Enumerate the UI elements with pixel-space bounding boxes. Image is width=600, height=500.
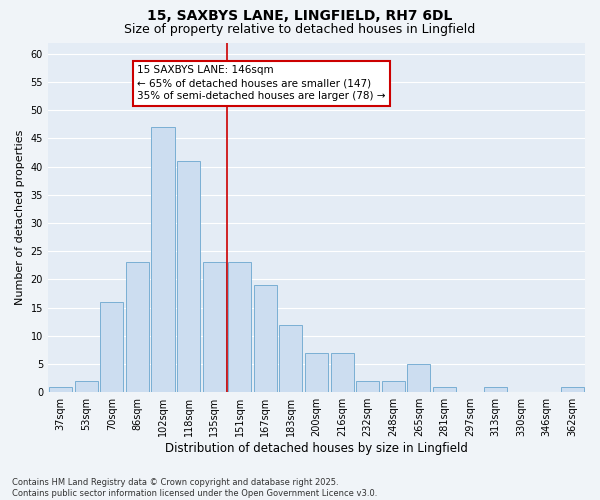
Bar <box>254 285 277 392</box>
Text: 15, SAXBYS LANE, LINGFIELD, RH7 6DL: 15, SAXBYS LANE, LINGFIELD, RH7 6DL <box>148 9 452 23</box>
Bar <box>382 381 404 392</box>
Bar <box>356 381 379 392</box>
Bar <box>433 386 456 392</box>
Bar <box>151 127 175 392</box>
Bar <box>484 386 507 392</box>
Text: 15 SAXBYS LANE: 146sqm
← 65% of detached houses are smaller (147)
35% of semi-de: 15 SAXBYS LANE: 146sqm ← 65% of detached… <box>137 65 386 102</box>
Bar <box>203 262 226 392</box>
Bar <box>100 302 124 392</box>
Bar <box>228 262 251 392</box>
Bar <box>126 262 149 392</box>
Bar <box>561 386 584 392</box>
Bar <box>49 386 72 392</box>
Bar <box>331 352 353 392</box>
X-axis label: Distribution of detached houses by size in Lingfield: Distribution of detached houses by size … <box>165 442 468 455</box>
Bar <box>177 161 200 392</box>
Text: Size of property relative to detached houses in Lingfield: Size of property relative to detached ho… <box>124 22 476 36</box>
Text: Contains HM Land Registry data © Crown copyright and database right 2025.
Contai: Contains HM Land Registry data © Crown c… <box>12 478 377 498</box>
Bar <box>305 352 328 392</box>
Bar <box>407 364 430 392</box>
Y-axis label: Number of detached properties: Number of detached properties <box>15 130 25 305</box>
Bar <box>75 381 98 392</box>
Bar <box>280 324 302 392</box>
